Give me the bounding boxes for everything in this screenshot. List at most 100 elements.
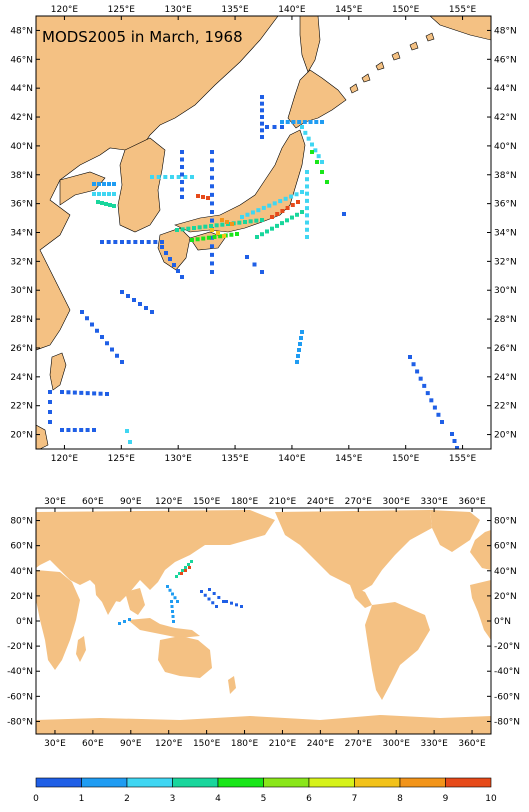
- observation-cell: [300, 210, 304, 214]
- observation-cell: [170, 175, 174, 179]
- observation-cell: [305, 191, 309, 196]
- observation-cell: [153, 240, 158, 244]
- y-tick-label-left: 22°N: [10, 402, 33, 412]
- observation-cell: [260, 95, 264, 99]
- observation-cell: [229, 232, 234, 237]
- observation-cell: [299, 336, 303, 340]
- observation-cell: [138, 302, 142, 306]
- top-map-land: [36, 16, 491, 449]
- indochina: [125, 588, 145, 615]
- observation-cell: [126, 240, 131, 244]
- x-tick-label-top: 130°E: [165, 5, 193, 15]
- observation-cell: [120, 290, 124, 294]
- observation-cell: [123, 620, 126, 623]
- observation-cell: [211, 601, 215, 605]
- observation-cell: [275, 223, 279, 228]
- observation-cell: [240, 605, 243, 608]
- observation-cell: [98, 391, 103, 396]
- observation-cell: [265, 229, 269, 234]
- top-map-data-cells: [48, 95, 459, 449]
- x-tick-label-top: 60°E: [82, 497, 104, 507]
- observation-cell: [175, 228, 179, 232]
- europe-west: [470, 530, 491, 570]
- indonesia: [128, 618, 200, 638]
- observation-cell: [104, 202, 108, 206]
- observation-cell: [173, 596, 177, 600]
- observation-cell: [200, 590, 203, 593]
- observation-cell: [203, 593, 207, 597]
- observation-cell: [217, 596, 221, 599]
- observation-cell: [90, 322, 94, 327]
- observation-cell: [220, 222, 225, 227]
- y-tick-label-left: 46°N: [10, 55, 33, 65]
- observation-cell: [289, 194, 294, 199]
- observation-cell: [48, 420, 52, 424]
- observation-cell: [260, 121, 264, 126]
- observation-cell: [290, 215, 294, 220]
- y-tick-label-left: 48°N: [10, 26, 33, 36]
- observation-cell: [66, 428, 71, 432]
- observation-cell: [255, 235, 259, 239]
- observation-cell: [225, 220, 229, 224]
- observation-cell: [300, 330, 304, 334]
- x-tick-label-bottom: 60°E: [82, 739, 104, 749]
- observation-cell: [79, 390, 84, 395]
- y-tick-label-left: 60°N: [10, 542, 33, 552]
- observation-cell: [172, 263, 176, 267]
- observation-cell: [113, 240, 118, 244]
- observation-cell: [210, 235, 214, 240]
- observation-cell: [303, 130, 308, 135]
- observation-cell: [210, 218, 214, 223]
- y-tick-label-right: -40°N: [494, 667, 520, 677]
- x-tick-label-bottom: 140°E: [278, 454, 306, 464]
- observation-cell: [156, 175, 161, 179]
- y-tick-label-right: 22°N: [494, 402, 517, 412]
- top-map-ticks: 120°E 120°E 125°E 125°E 130°E 130°E 135°E 135°E…: [10, 5, 516, 464]
- observation-cell: [92, 428, 96, 432]
- observation-cell: [305, 170, 309, 174]
- observation-cell: [310, 142, 314, 147]
- observation-cell: [298, 342, 302, 346]
- x-tick-label-bottom: 90°E: [120, 739, 142, 749]
- y-tick-label-left: 36°N: [10, 200, 33, 210]
- x-tick-label-bottom: 155°E: [449, 454, 477, 464]
- observation-cell: [245, 212, 250, 217]
- colorbar-label: 8: [397, 794, 403, 804]
- observation-cell: [120, 360, 124, 364]
- observation-cell: [207, 597, 211, 601]
- x-tick-label-top: 90°E: [120, 497, 142, 507]
- observation-cell: [97, 192, 101, 196]
- observation-cell: [120, 240, 124, 244]
- y-tick-label-left: 42°N: [10, 113, 33, 123]
- observation-cell: [92, 192, 96, 196]
- observation-cell: [95, 328, 99, 333]
- observation-cell: [80, 310, 84, 314]
- observation-cell: [210, 184, 214, 189]
- kamchatka: [429, 16, 491, 41]
- colorbar-box: [172, 777, 219, 788]
- observation-cell: [455, 446, 459, 449]
- observation-cell: [297, 120, 302, 124]
- x-tick-label-top: 210°E: [269, 497, 297, 507]
- x-tick-label-top: 155°E: [449, 5, 477, 15]
- observation-cell: [248, 219, 253, 224]
- observation-cell: [201, 236, 206, 241]
- observation-cell: [285, 218, 289, 223]
- north-america: [275, 510, 432, 592]
- observation-cell: [208, 588, 211, 591]
- observation-cell: [291, 120, 296, 124]
- observation-cell: [440, 420, 444, 424]
- new-zealand: [228, 676, 236, 694]
- observation-cell: [216, 231, 220, 235]
- observation-cell: [260, 108, 264, 113]
- x-tick-label-top: 150°E: [193, 497, 221, 507]
- observation-cell: [210, 158, 214, 163]
- observation-cell: [278, 199, 283, 204]
- observation-cell: [210, 192, 214, 197]
- antarctica: [36, 715, 491, 734]
- observation-cell: [160, 245, 164, 249]
- observation-cell: [180, 195, 184, 199]
- x-tick-label-bottom: 130°E: [165, 454, 193, 464]
- observation-cell: [85, 391, 90, 396]
- observation-cell: [296, 354, 300, 358]
